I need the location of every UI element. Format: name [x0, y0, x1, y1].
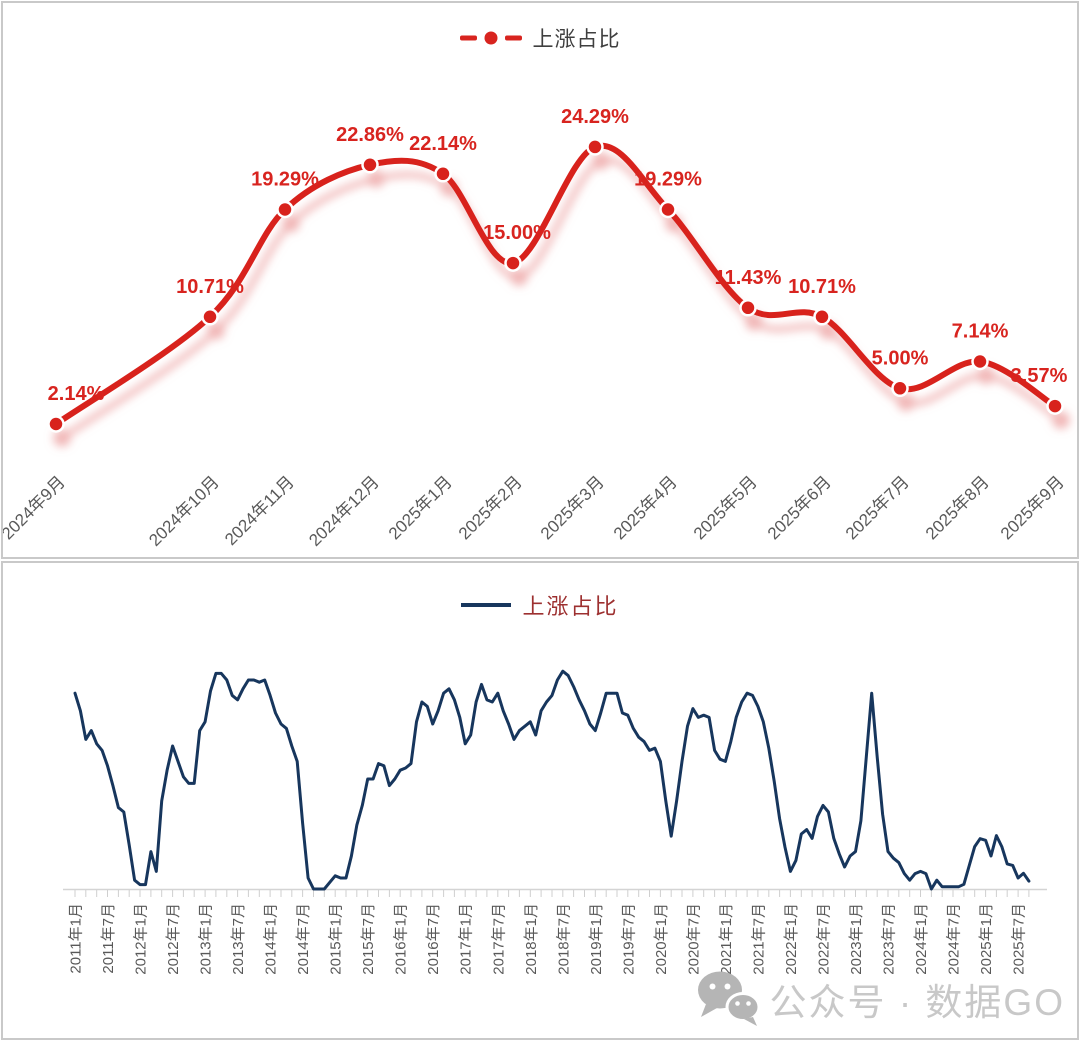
data-label: 22.14% [409, 133, 477, 155]
x-axis-label: 2013年7月 [230, 903, 247, 975]
data-point-marker [47, 415, 65, 433]
top-chart-legend: 上涨占比 [3, 23, 1077, 53]
x-axis-label: 2019年7月 [620, 903, 637, 975]
watermark: 公众号 · 数据GO [696, 970, 1065, 1028]
x-axis-label: 2025年7月 [1011, 903, 1028, 975]
x-axis-label: 2022年1月 [783, 903, 800, 975]
x-axis-label: 2015年1月 [328, 903, 345, 975]
data-label: 5.00% [872, 347, 929, 369]
data-label: 10.71% [176, 276, 244, 298]
x-axis-label: 2020年7月 [685, 903, 702, 975]
x-axis-label: 2024年11月 [221, 472, 298, 549]
x-axis-label: 2023年7月 [881, 903, 898, 975]
x-axis-label: 2018年7月 [555, 903, 572, 975]
navy-line-legend-marker-icon [461, 603, 512, 607]
x-axis-label: 2015年7月 [360, 903, 377, 975]
red-dash-dot-legend-marker-icon [459, 31, 522, 45]
x-axis-label: 2011年7月 [100, 903, 117, 974]
x-axis-label: 2025年4月 [610, 472, 681, 543]
data-label: 15.00% [483, 222, 551, 244]
x-axis-label: 2012年7月 [165, 903, 182, 975]
data-label: 22.86% [336, 124, 404, 146]
x-axis-label: 2024年10月 [145, 472, 223, 550]
data-label: 2.14% [48, 383, 105, 405]
x-axis-label: 2011年1月 [68, 903, 85, 974]
x-axis-label: 2025年6月 [764, 472, 835, 543]
red-line [53, 142, 1058, 428]
data-point-marker [971, 352, 989, 371]
navy-line [73, 669, 1031, 891]
data-point-marker [1046, 397, 1064, 415]
x-axis-label: 2021年7月 [750, 903, 767, 975]
x-axis-label: 2016年7月 [425, 903, 442, 975]
x-axis-label: 2024年1月 [913, 903, 930, 975]
data-label: 19.29% [251, 169, 319, 191]
data-point-marker [361, 156, 379, 174]
x-axis-label: 2023年1月 [848, 903, 865, 975]
x-axis-label: 2024年7月 [946, 903, 963, 975]
x-axis-label: 2016年1月 [393, 903, 410, 975]
monthly-rise-ratio-line-chart: 2.14% 10.71% 19.29% 22.86% 22.14% 15.00% 24.29… [3, 106, 1068, 550]
series-rise-ratio [47, 138, 1064, 433]
data-label: 10.71% [788, 276, 856, 298]
x-axis-label: 2024年12月 [305, 472, 383, 550]
data-point-marker [201, 308, 219, 326]
x-axis-label: 2025年8月 [922, 472, 993, 543]
data-label: 7.14% [952, 321, 1009, 343]
bottom-chart-panel: 上涨占比 2011年1月 2011年7月 2012年1月 2012年7月 2013年1月… [1, 561, 1079, 1040]
data-point-marker [434, 165, 452, 183]
bottom-legend-label: 上涨占比 [522, 594, 619, 619]
x-axis-label: 2017年7月 [490, 903, 507, 975]
wechat-icon [697, 971, 760, 1026]
x-axis-label: 2019年1月 [588, 903, 605, 975]
x-axis-label: 2018年1月 [523, 903, 540, 975]
x-axis-label: 2013年1月 [198, 903, 215, 975]
data-label: 19.29% [634, 169, 702, 191]
x-axis-label: 2014年1月 [263, 903, 280, 975]
data-point-marker [739, 299, 757, 317]
x-axis-label: 2021年1月 [718, 903, 735, 975]
x-axis-label: 2025年3月 [537, 472, 608, 543]
x-axis-label: 2017年1月 [458, 903, 475, 975]
data-label: 3.57% [1011, 365, 1068, 387]
data-point-marker [813, 308, 831, 326]
top-legend-label: 上涨占比 [532, 28, 621, 51]
x-axis-label: 2025年1月 [385, 472, 456, 543]
watermark-text: 公众号 · 数据GO [769, 982, 1065, 1023]
x-axis-label: 2020年1月 [653, 903, 670, 975]
x-axis-label: 2025年2月 [455, 472, 526, 543]
data-label: 11.43% [715, 267, 782, 289]
bottom-chart-legend: 上涨占比 [3, 589, 1077, 621]
top-chart-panel: 上涨占比 2.14% 10.71% 19.29% 22.86% 22.14% 15.00%… [1, 1, 1079, 559]
x-axis-label: 2024年9月 [3, 472, 69, 543]
data-point-marker [891, 379, 909, 398]
x-axis-label: 2025年9月 [997, 472, 1068, 543]
data-point-marker [659, 200, 677, 219]
data-point-marker [586, 138, 604, 156]
x-axis-label: 2022年7月 [816, 903, 833, 975]
x-axis-label: 2025年7月 [842, 472, 913, 543]
x-axis-label: 2014年7月 [295, 903, 312, 975]
x-axis-label: 2012年1月 [133, 903, 150, 975]
data-label: 24.29% [561, 106, 629, 128]
x-axis-label: 2025年1月 [978, 903, 995, 975]
historical-rise-ratio-line-chart: 2011年1月 2011年7月 2012年1月 2012年7月 2013年1月 2013年… [63, 669, 1047, 975]
data-point-marker [276, 200, 294, 219]
x-axis-label: 2025年5月 [690, 472, 761, 543]
data-point-marker [504, 254, 522, 272]
